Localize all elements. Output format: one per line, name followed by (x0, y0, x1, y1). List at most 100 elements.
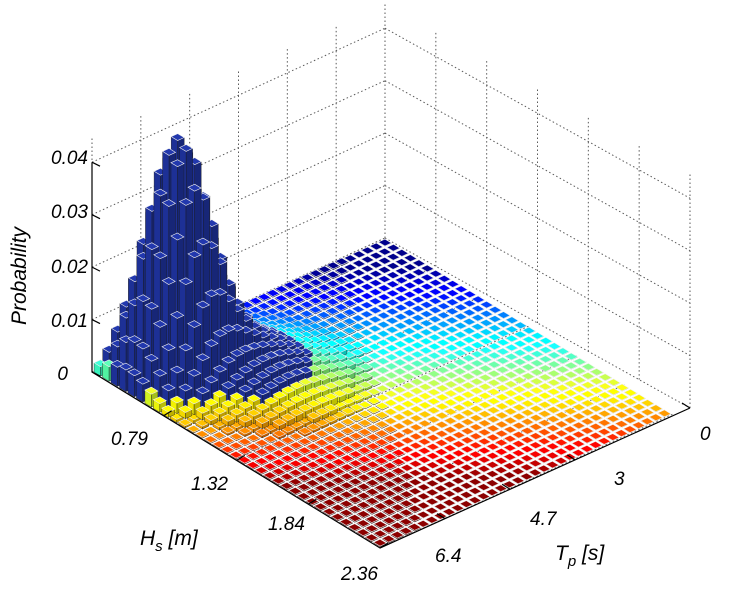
bar-top (307, 322, 323, 330)
bar (459, 491, 474, 499)
bar-top (462, 299, 477, 308)
bar (374, 411, 390, 420)
bar-top (477, 446, 492, 455)
bar (408, 432, 424, 441)
bar-top (443, 380, 459, 389)
bar (393, 312, 408, 321)
bar (528, 459, 543, 468)
bar-top (343, 254, 358, 263)
bar-top (376, 311, 391, 320)
bar (546, 369, 562, 378)
bar (452, 349, 468, 357)
bar-top (468, 478, 483, 486)
bar (351, 287, 366, 295)
bar (477, 419, 492, 428)
bar (425, 488, 440, 497)
bar (502, 462, 517, 470)
bar (359, 319, 374, 328)
bar-top (282, 299, 297, 308)
bar-top (433, 475, 449, 484)
bar-top (375, 393, 390, 402)
bar-top (555, 356, 570, 365)
bar-top (325, 288, 340, 297)
bar (424, 506, 440, 515)
bar-top (350, 348, 365, 357)
bar-top (359, 301, 374, 309)
bar (598, 373, 613, 381)
bar (334, 294, 349, 303)
bar (563, 379, 578, 388)
bar (367, 333, 382, 342)
bar (496, 320, 511, 328)
bar (291, 286, 306, 295)
bar-top (512, 394, 527, 403)
bar-top (528, 441, 543, 449)
bar (428, 278, 443, 287)
bar-top (495, 384, 510, 392)
bar (377, 266, 392, 274)
bar (401, 363, 416, 372)
bar (495, 356, 510, 365)
bar (450, 476, 466, 485)
bar-top (546, 360, 562, 369)
bar (519, 445, 535, 453)
bar (409, 396, 424, 404)
bar (359, 292, 375, 300)
bar-top (435, 357, 451, 365)
bar (451, 449, 466, 458)
bar-top (453, 312, 468, 321)
bar-top (452, 376, 467, 385)
bar (563, 398, 578, 406)
bar (383, 417, 398, 425)
bar (369, 251, 384, 260)
bar (452, 367, 467, 376)
bar (461, 326, 477, 335)
bar (537, 410, 552, 418)
bar-top (359, 310, 374, 319)
bar (325, 298, 340, 307)
bar-top (428, 306, 443, 314)
bar (366, 415, 381, 424)
bar-top (462, 290, 477, 299)
bar-top (410, 332, 425, 341)
bar-top (434, 429, 449, 438)
bar (340, 407, 356, 418)
bar-top (358, 362, 373, 371)
bar (436, 302, 451, 310)
bar (317, 274, 332, 284)
bar-top (419, 273, 435, 282)
bar-top (571, 403, 587, 412)
bar (375, 357, 391, 365)
bar-top (536, 455, 552, 464)
bar-top (476, 474, 491, 482)
bar (367, 324, 383, 333)
bar-top (468, 441, 483, 450)
bar-top (461, 336, 477, 344)
bar (418, 337, 434, 346)
bar (486, 388, 501, 396)
bar-top (385, 298, 400, 307)
bar-top (411, 268, 426, 277)
bar (589, 377, 604, 385)
bar (400, 418, 415, 427)
bar-top (426, 370, 442, 378)
bar-top (274, 285, 289, 293)
bar-top (360, 246, 375, 255)
bar-top (402, 281, 418, 290)
bar-top (597, 391, 613, 400)
bar (408, 441, 424, 450)
bar-top (580, 408, 595, 417)
bar-top (408, 432, 424, 441)
bar (291, 277, 306, 286)
bar (444, 334, 459, 343)
bar-top (563, 370, 579, 379)
bar (546, 387, 561, 396)
bar (444, 362, 459, 370)
bar (299, 300, 315, 310)
bar-top (443, 435, 458, 443)
bar-top (425, 470, 440, 479)
bar-top (537, 428, 552, 436)
bar-top (402, 272, 418, 281)
bar-top (467, 487, 483, 495)
bar-top (536, 446, 552, 455)
